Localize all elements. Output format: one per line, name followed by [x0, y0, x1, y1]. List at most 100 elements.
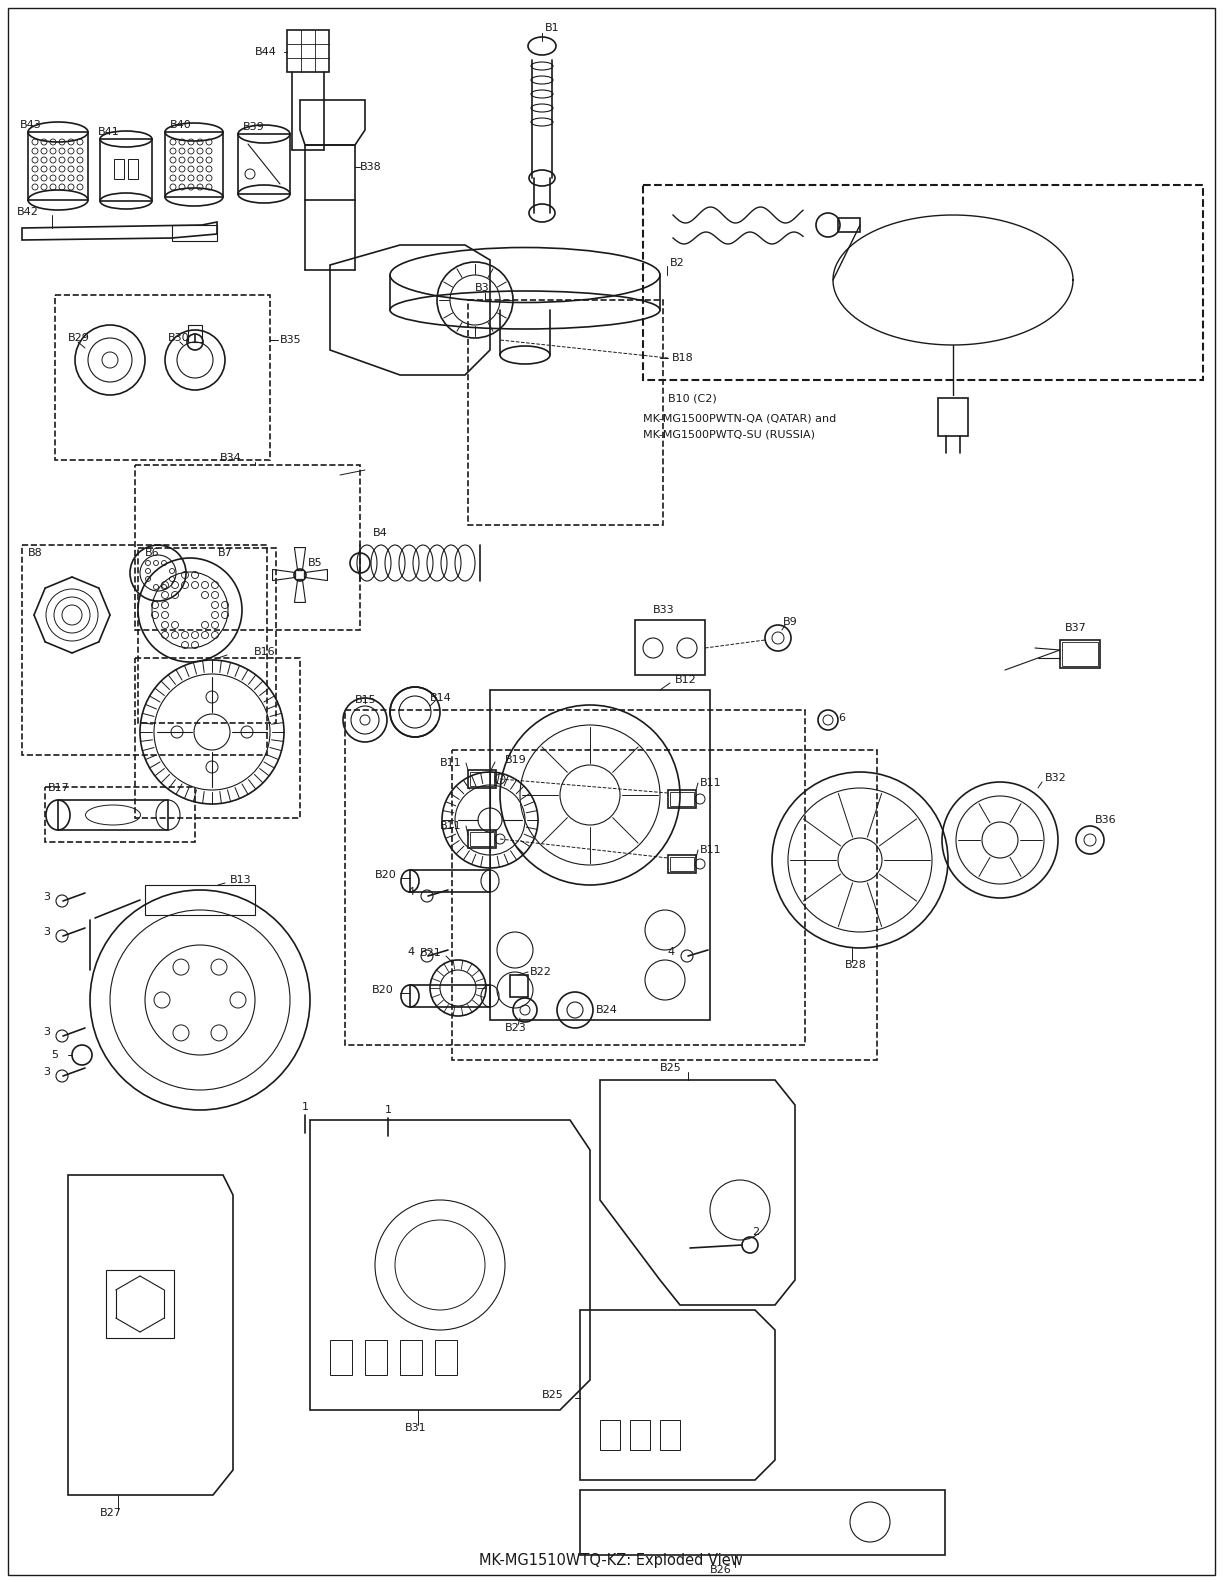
Text: 4: 4 — [408, 947, 415, 958]
Bar — [410, 985, 490, 1007]
Bar — [468, 301, 663, 526]
Text: B29: B29 — [68, 332, 89, 344]
Text: B23: B23 — [505, 1023, 527, 1034]
Bar — [660, 1420, 680, 1450]
Text: B8: B8 — [28, 548, 43, 557]
Text: B30: B30 — [168, 332, 190, 344]
Bar — [57, 799, 168, 829]
Bar — [330, 1339, 352, 1376]
Bar — [1060, 640, 1099, 668]
Bar — [28, 131, 88, 199]
Bar — [287, 30, 329, 71]
Bar — [630, 1420, 649, 1450]
Text: B22: B22 — [530, 967, 552, 977]
Text: B31: B31 — [405, 1423, 427, 1433]
Bar — [468, 769, 497, 788]
Text: B25: B25 — [660, 1064, 681, 1073]
Bar — [470, 773, 494, 787]
Text: B3: B3 — [475, 283, 489, 293]
Bar — [55, 294, 270, 461]
Bar — [106, 1270, 174, 1338]
Bar — [490, 690, 711, 1019]
Text: B37: B37 — [1065, 624, 1087, 633]
Bar — [453, 750, 877, 1061]
Text: B5: B5 — [308, 557, 323, 568]
Text: B6: B6 — [146, 548, 160, 557]
Bar — [435, 1339, 457, 1376]
Bar — [668, 855, 696, 872]
Bar — [135, 465, 360, 630]
Text: B32: B32 — [1044, 773, 1066, 784]
Text: B13: B13 — [230, 875, 252, 885]
Text: B11: B11 — [440, 822, 461, 831]
Bar — [1062, 643, 1098, 666]
Text: 3: 3 — [43, 891, 50, 902]
Text: B44: B44 — [256, 47, 276, 57]
Text: B27: B27 — [100, 1509, 122, 1518]
Text: B25: B25 — [542, 1390, 564, 1399]
Text: 3: 3 — [43, 1027, 50, 1037]
Text: B7: B7 — [218, 548, 232, 557]
Text: 5: 5 — [51, 1050, 57, 1061]
Text: 3: 3 — [43, 1067, 50, 1076]
Bar — [410, 871, 490, 891]
Text: B43: B43 — [20, 120, 42, 130]
Bar — [643, 185, 1203, 380]
Bar — [670, 856, 693, 871]
Bar — [114, 158, 124, 179]
Bar — [188, 325, 202, 342]
Bar — [600, 1420, 620, 1450]
Bar — [45, 787, 194, 842]
Text: B36: B36 — [1095, 815, 1117, 825]
Text: B34: B34 — [220, 453, 242, 462]
Text: B28: B28 — [845, 959, 867, 970]
Bar — [172, 225, 216, 241]
Text: B33: B33 — [653, 605, 675, 616]
Text: 1: 1 — [302, 1102, 308, 1111]
Bar — [22, 545, 267, 755]
Text: 6: 6 — [838, 712, 845, 723]
Bar — [510, 975, 528, 997]
Text: B15: B15 — [355, 695, 377, 704]
Text: B18: B18 — [671, 353, 693, 363]
Text: B1: B1 — [544, 24, 559, 33]
Text: B40: B40 — [170, 120, 192, 130]
Text: B41: B41 — [98, 127, 120, 138]
Text: B19: B19 — [505, 755, 527, 765]
Bar — [838, 218, 860, 233]
Text: B26: B26 — [711, 1566, 731, 1575]
Text: B39: B39 — [243, 122, 264, 131]
Text: B12: B12 — [675, 674, 697, 685]
Bar — [580, 1490, 945, 1555]
Text: MK-MG1500PWTN-QA (QATAR) and: MK-MG1500PWTN-QA (QATAR) and — [643, 413, 837, 423]
Text: B10 (C2): B10 (C2) — [668, 393, 717, 404]
Bar — [100, 139, 152, 201]
Text: B16: B16 — [254, 647, 275, 657]
Text: 2: 2 — [752, 1227, 759, 1236]
Text: B42: B42 — [17, 207, 39, 217]
Bar — [345, 711, 805, 1045]
Bar — [138, 548, 276, 723]
Text: B9: B9 — [783, 617, 797, 627]
Bar — [400, 1339, 422, 1376]
Bar — [146, 885, 256, 915]
Text: B11: B11 — [700, 777, 722, 788]
Text: B21: B21 — [419, 948, 442, 958]
Text: 4: 4 — [668, 947, 675, 958]
Text: 3: 3 — [43, 928, 50, 937]
Bar — [635, 621, 704, 674]
Text: B24: B24 — [596, 1005, 618, 1015]
Text: B2: B2 — [670, 258, 685, 268]
Text: 4: 4 — [408, 886, 415, 898]
Text: B11: B11 — [440, 758, 461, 768]
Bar — [135, 659, 300, 818]
Text: B38: B38 — [360, 161, 382, 173]
Text: MK-MG1510WTQ-KZ: Exploded View: MK-MG1510WTQ-KZ: Exploded View — [479, 1553, 742, 1567]
Text: B35: B35 — [280, 336, 302, 345]
Bar — [165, 131, 223, 196]
Bar — [238, 135, 290, 195]
Bar — [128, 158, 138, 179]
Bar — [470, 833, 494, 845]
Bar — [364, 1339, 386, 1376]
Text: B17: B17 — [48, 784, 70, 793]
